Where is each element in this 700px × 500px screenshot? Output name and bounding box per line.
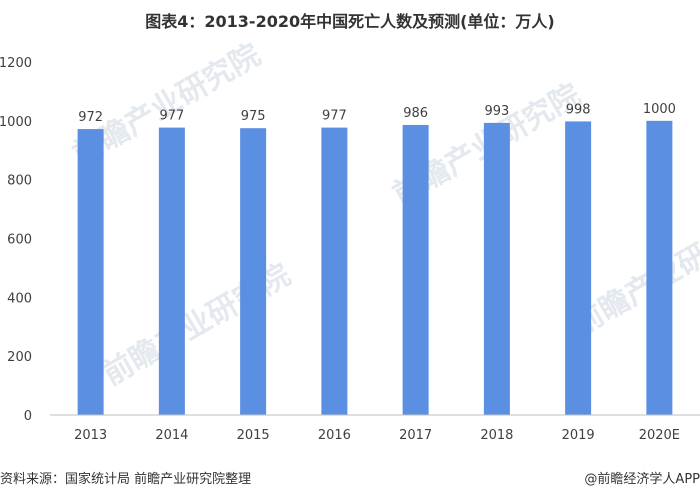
x-tick-label: 2016 <box>318 428 351 443</box>
bar-value-label: 1000 <box>643 102 676 117</box>
bar-value-label: 975 <box>241 109 266 124</box>
x-tick-label: 2014 <box>155 428 188 443</box>
bar <box>646 120 673 415</box>
credit-note: @前瞻经济学人APP <box>584 472 700 487</box>
y-tick-label: 800 <box>7 174 32 189</box>
bar-value-labels: 972 977 975 977 986 993 998 1000 <box>78 102 676 125</box>
bar-value-label: 993 <box>484 104 509 119</box>
y-tick-label: 1000 <box>0 115 32 130</box>
bar <box>565 121 592 416</box>
bar <box>402 124 429 416</box>
bar-value-label: 998 <box>566 102 591 117</box>
bar-value-label: 977 <box>159 109 184 124</box>
source-note: 资料来源：国家统计局 前瞻产业研究院整理 <box>0 472 252 487</box>
chart-title: 图表4：2013-2020年中国死亡人数及预测(单位：万人) <box>145 12 555 31</box>
x-tick-label: 2015 <box>237 428 270 443</box>
bar <box>321 127 348 415</box>
y-tick-label: 200 <box>7 350 32 365</box>
x-tick-label: 2018 <box>480 428 513 443</box>
y-tick-label: 0 <box>24 409 32 424</box>
x-axis-ticks: 2013 2014 2015 2016 2017 2018 2019 2020E <box>74 428 680 443</box>
y-axis-ticks: 0 200 400 600 800 1000 1200 <box>0 56 32 424</box>
y-tick-label: 1200 <box>0 56 32 71</box>
x-tick-label: 2019 <box>562 428 595 443</box>
bar <box>483 122 510 415</box>
y-tick-label: 600 <box>7 233 32 248</box>
bar-value-label: 972 <box>78 110 103 125</box>
bar-value-label: 977 <box>322 109 347 124</box>
x-tick-label: 2017 <box>399 428 432 443</box>
x-tick-label: 2020E <box>639 428 680 443</box>
bar <box>158 127 185 415</box>
bar <box>240 128 267 415</box>
bars <box>77 120 673 416</box>
y-tick-label: 400 <box>7 291 32 306</box>
x-tick-label: 2013 <box>74 428 107 443</box>
bar-value-label: 986 <box>403 106 428 121</box>
bar <box>77 129 104 415</box>
